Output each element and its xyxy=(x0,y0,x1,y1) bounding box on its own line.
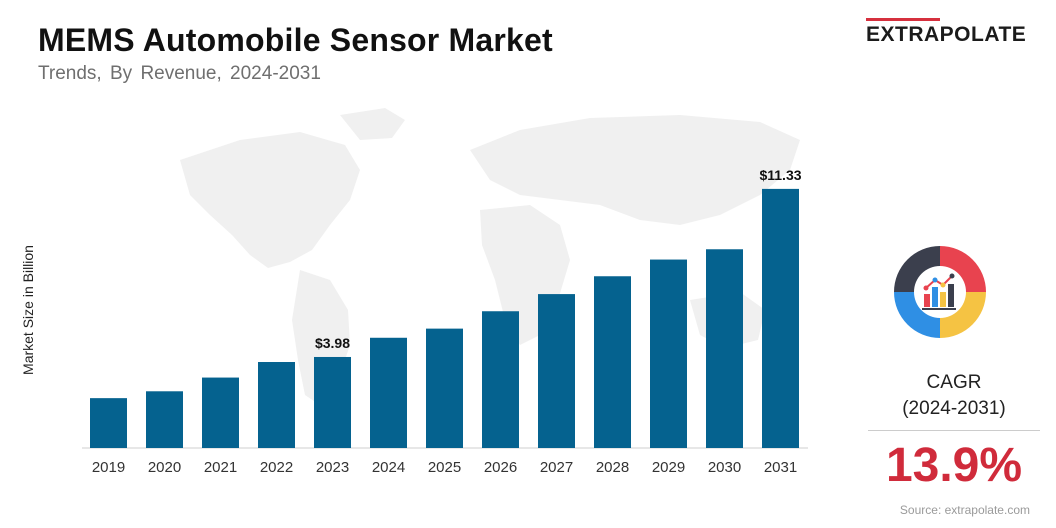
x-tick-2027: 2027 xyxy=(540,459,573,476)
x-tick-2028: 2028 xyxy=(596,459,629,476)
bar-2021 xyxy=(202,377,239,448)
pie-chart-growth-icon xyxy=(894,246,986,338)
bar-2020 xyxy=(146,391,183,448)
bar-2019 xyxy=(90,398,127,448)
cagr-divider xyxy=(868,430,1040,431)
bar-2027 xyxy=(538,294,575,448)
x-tick-2024: 2024 xyxy=(372,459,405,476)
logo-accent-bar xyxy=(866,18,940,21)
cagr-period: (2024-2031) xyxy=(902,398,1006,419)
x-tick-2020: 2020 xyxy=(148,459,181,476)
chart-subtitle: Trends, By Revenue, 2024-2031 xyxy=(38,63,321,84)
x-tick-2021: 2021 xyxy=(204,459,237,476)
brand-logo[interactable]: EXTRAPOLATE xyxy=(866,18,1040,47)
data-label-2023: $3.98 xyxy=(315,335,350,351)
source-note[interactable]: Source: extrapolate.com xyxy=(899,503,1030,517)
bar-2025 xyxy=(426,328,463,448)
x-tick-2022: 2022 xyxy=(260,459,293,476)
world-map-watermark xyxy=(180,108,800,405)
bar-2024 xyxy=(370,337,407,448)
x-tick-labels: 2019 2020 2021 2022 2023 2024 2025 2026 2027 2028… xyxy=(92,459,797,476)
bar-2030 xyxy=(706,249,743,448)
bar-2031 xyxy=(762,188,799,449)
bar-2023 xyxy=(314,356,351,448)
data-label-2031: $11.33 xyxy=(759,167,801,183)
x-tick-2031: 2031 xyxy=(764,459,797,476)
cagr-value: 13.9% xyxy=(885,439,1023,492)
x-tick-2029: 2029 xyxy=(652,459,685,476)
x-tick-2026: 2026 xyxy=(484,459,517,476)
data-labels: $3.98 $11.33 xyxy=(315,167,802,351)
bar-2026 xyxy=(482,311,519,448)
y-axis-label: Market Size in Billion xyxy=(20,245,36,375)
x-tick-2025: 2025 xyxy=(428,459,461,476)
bar-2028 xyxy=(594,276,631,448)
cagr-label: CAGR xyxy=(926,372,982,393)
bar-series xyxy=(90,188,799,449)
x-tick-2019: 2019 xyxy=(92,459,125,476)
logo-text: EXTRAPOLATE xyxy=(866,23,1027,46)
x-tick-2023: 2023 xyxy=(316,459,349,476)
x-tick-2030: 2030 xyxy=(708,459,741,476)
bar-2029 xyxy=(650,259,687,448)
bar-2022 xyxy=(258,362,295,448)
chart-title: MEMS Automobile Sensor Market xyxy=(38,22,553,58)
